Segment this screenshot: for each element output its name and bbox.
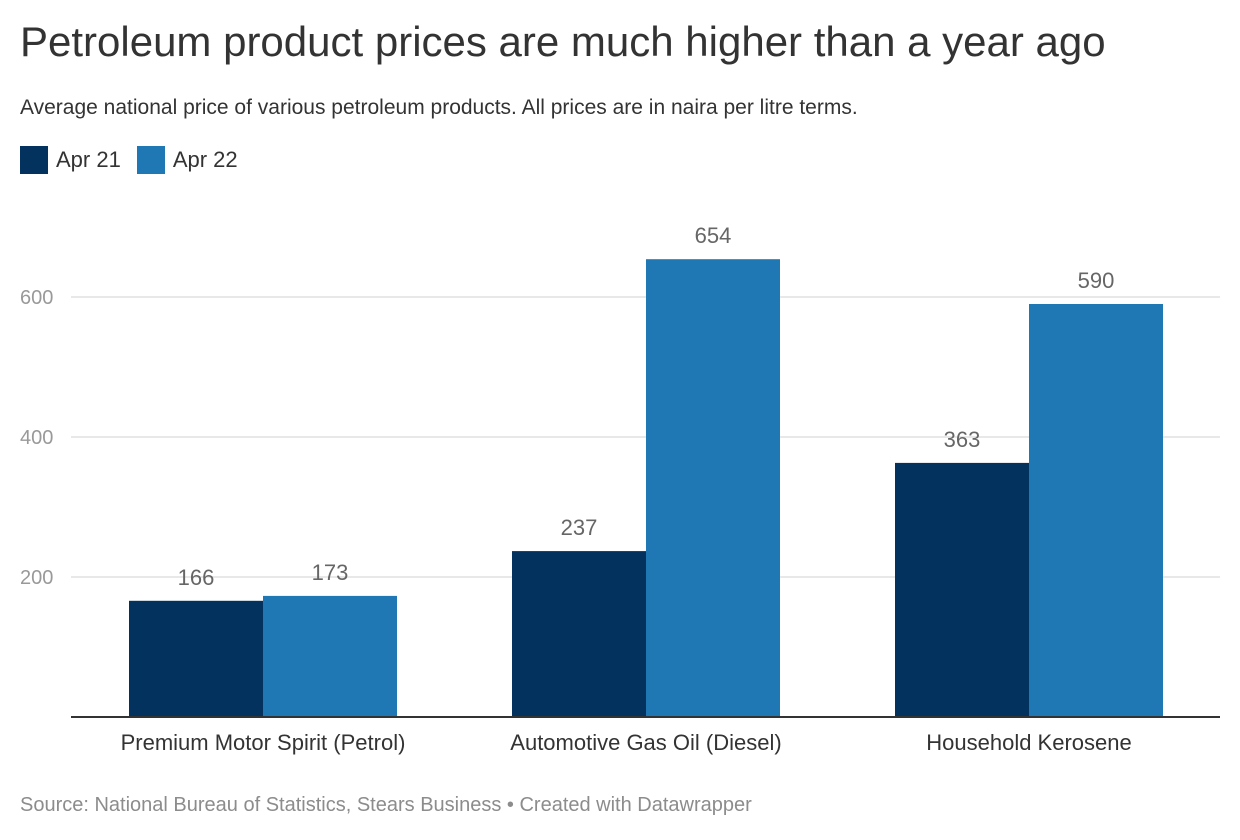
bar-1-apr-21 — [129, 600, 263, 717]
chart-subtitle: Average national price of various petrol… — [20, 96, 858, 119]
legend-label-apr21: Apr 21 — [56, 147, 121, 172]
data-label-2-apr-22: 654 — [695, 223, 732, 248]
data-label-3-apr-21: 363 — [944, 427, 981, 452]
source-footer: Source: National Bureau of Statistics, S… — [20, 794, 752, 816]
chart-title: Petroleum product prices are much higher… — [20, 18, 1106, 65]
legend-label-apr22: Apr 22 — [172, 147, 238, 172]
bar-2-apr-22 — [646, 259, 780, 717]
y-tick-label-600: 600 — [20, 287, 53, 309]
legend-swatch-apr21 — [20, 146, 48, 174]
x-tick-label-2: Automotive Gas Oil (Diesel) — [510, 730, 781, 755]
bar-1-apr-22 — [263, 595, 397, 717]
bar-3-apr-22 — [1029, 304, 1163, 717]
bar-3-apr-21 — [895, 462, 1029, 717]
legend-swatch-apr22 — [136, 146, 165, 174]
data-label-1-apr-21: 166 — [178, 565, 215, 590]
y-tick-label-400: 400 — [20, 427, 53, 449]
data-label-3-apr-22: 590 — [1078, 268, 1115, 293]
data-label-2-apr-21: 237 — [561, 515, 598, 540]
legend: Apr 21 Apr 22 — [20, 146, 254, 174]
x-tick-label-3: Household Kerosene — [926, 730, 1131, 755]
bar-2-apr-21 — [512, 551, 646, 717]
legend-item-apr21: Apr 21 — [20, 146, 121, 174]
legend-item-apr22: Apr 22 — [136, 146, 238, 174]
data-label-1-apr-22: 173 — [312, 560, 349, 585]
x-tick-label-1: Premium Motor Spirit (Petrol) — [121, 730, 406, 755]
y-tick-label-200: 200 — [20, 567, 53, 589]
